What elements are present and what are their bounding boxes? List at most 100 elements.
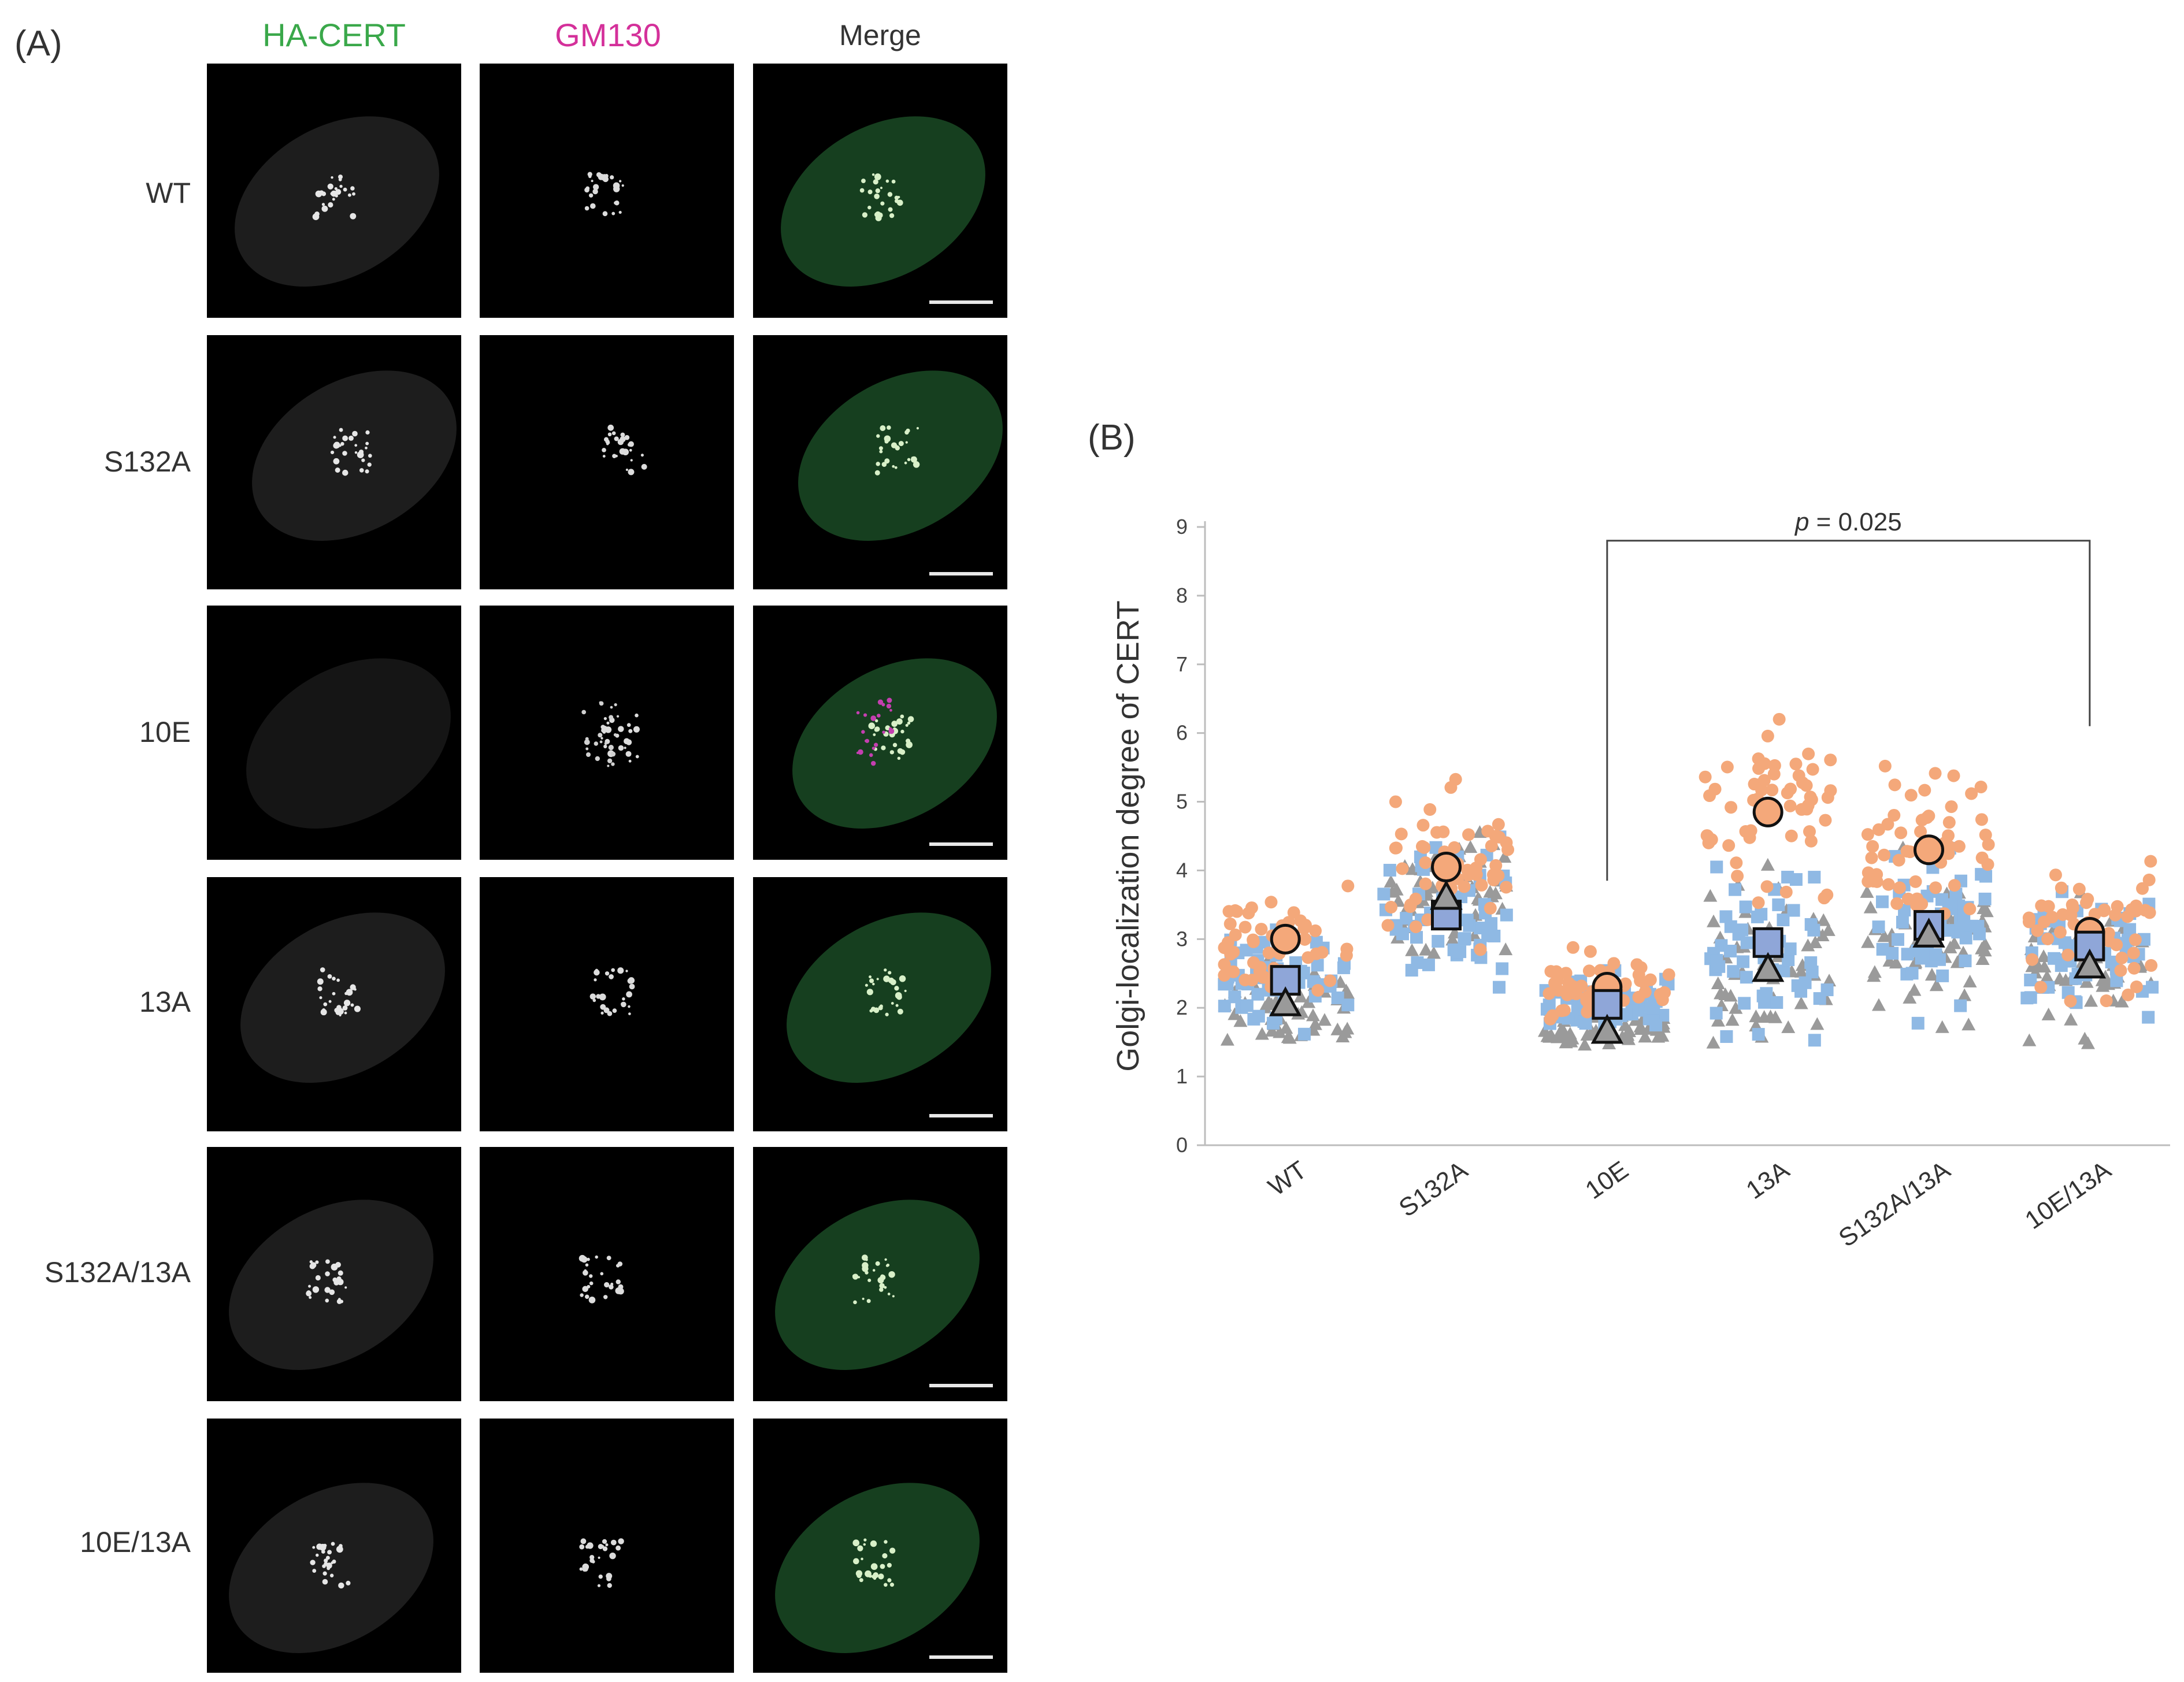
panel-b-label: (B) bbox=[1088, 418, 1136, 458]
data-point-blue bbox=[1579, 1017, 1592, 1030]
data-point-gray bbox=[1384, 874, 1398, 888]
data-point-orange bbox=[1952, 840, 1966, 853]
data-point-orange bbox=[1417, 819, 1430, 832]
data-point-orange bbox=[1796, 776, 1809, 789]
data-point-orange bbox=[1893, 881, 1906, 894]
data-point-blue bbox=[1458, 932, 1471, 945]
data-point-orange bbox=[2100, 994, 2113, 1008]
data-point-blue bbox=[1804, 956, 1818, 970]
data-point-orange bbox=[1559, 967, 1573, 980]
data-point-gray bbox=[1961, 1018, 1976, 1031]
data-point-orange bbox=[1389, 795, 1402, 808]
data-point-blue bbox=[1777, 964, 1790, 978]
data-point-gray bbox=[2081, 1036, 2095, 1049]
data-point-blue bbox=[1656, 1008, 1670, 1022]
data-point-orange bbox=[1449, 773, 1462, 786]
micrograph-wt-ha-cert bbox=[207, 64, 461, 318]
data-point-blue bbox=[1310, 935, 1323, 949]
data-point-orange bbox=[1489, 830, 1502, 843]
data-point-blue bbox=[1737, 955, 1750, 968]
data-point-orange bbox=[1888, 778, 1901, 792]
scale-bar bbox=[929, 572, 993, 575]
scatter-chart: 0 1 2 3 4 5 6 7 8 9 Golgi-localization degree of C… bbox=[1111, 508, 2170, 1253]
data-point-orange bbox=[1894, 826, 1908, 840]
x-category-label: 13A bbox=[1741, 1156, 1795, 1205]
data-point-blue bbox=[1959, 954, 1972, 967]
mean-circle-marker bbox=[1752, 796, 1783, 827]
data-point-orange bbox=[1942, 840, 1956, 853]
data-point-blue bbox=[1492, 981, 1506, 994]
data-point-orange bbox=[1752, 896, 1765, 909]
data-point-orange bbox=[1803, 825, 1816, 838]
data-point-orange bbox=[2022, 911, 2035, 924]
data-point-orange bbox=[2136, 882, 2149, 895]
data-point-orange bbox=[1567, 984, 1580, 997]
data-point-orange bbox=[1720, 760, 1734, 774]
data-point-orange bbox=[1474, 943, 1487, 956]
data-point-orange bbox=[1551, 974, 1564, 987]
data-point-orange bbox=[1500, 881, 1513, 894]
data-point-orange bbox=[2034, 981, 2048, 994]
data-point-orange bbox=[1218, 958, 1231, 971]
data-point-orange bbox=[1979, 828, 1992, 841]
data-point-blue bbox=[1500, 908, 1513, 922]
data-point-gray bbox=[1781, 1020, 1796, 1033]
data-point-gray bbox=[1821, 923, 1836, 936]
data-point-orange bbox=[1942, 829, 1955, 842]
data-point-orange bbox=[1384, 900, 1397, 914]
data-point-blue bbox=[1787, 904, 1800, 917]
data-point-blue bbox=[1710, 860, 1723, 874]
data-point-orange bbox=[1725, 801, 1738, 814]
data-point-orange bbox=[2127, 946, 2140, 960]
data-point-orange bbox=[1781, 786, 1794, 800]
data-point-blue bbox=[1738, 997, 1751, 1010]
row-label-s132a: S132A bbox=[103, 445, 191, 478]
data-point-orange bbox=[1492, 818, 1505, 831]
data-point-blue bbox=[1752, 1028, 1765, 1041]
data-point-gray bbox=[2059, 973, 2073, 986]
data-point-orange bbox=[1914, 825, 1927, 838]
data-point-orange bbox=[1323, 974, 1337, 987]
data-point-orange bbox=[1239, 920, 1252, 934]
data-point-gray bbox=[2041, 1007, 2056, 1020]
data-point-orange bbox=[2031, 924, 2044, 937]
data-point-orange bbox=[1229, 904, 1242, 917]
data-point-blue bbox=[1724, 920, 1737, 933]
data-point-orange bbox=[1634, 974, 1647, 987]
data-point-orange bbox=[1423, 803, 1437, 816]
data-point-blue bbox=[1496, 962, 1509, 975]
data-point-orange bbox=[1485, 840, 1498, 853]
data-point-gray bbox=[1935, 1020, 1949, 1033]
data-point-orange bbox=[1662, 968, 1675, 981]
data-point-blue bbox=[1886, 946, 1899, 960]
data-point-orange bbox=[2114, 964, 2127, 977]
data-point-gray bbox=[1861, 935, 1875, 948]
data-point-orange bbox=[2109, 908, 2122, 922]
data-point-blue bbox=[1432, 935, 1445, 948]
y-tick-label: 1 bbox=[1176, 1064, 1188, 1088]
data-point-gray bbox=[1330, 1022, 1345, 1035]
data-point-gray bbox=[1714, 986, 1728, 1000]
data-point-gray bbox=[2084, 994, 2098, 1007]
data-point-blue bbox=[1252, 1009, 1265, 1023]
data-point-gray bbox=[1860, 885, 1874, 898]
data-point-orange bbox=[2049, 868, 2062, 882]
data-point-orange bbox=[1247, 933, 1260, 946]
data-point-orange bbox=[1381, 919, 1395, 932]
column-header-merge: Merge bbox=[839, 19, 921, 51]
data-point-blue bbox=[1804, 918, 1818, 931]
data-point-blue bbox=[2024, 974, 2037, 987]
data-point-blue bbox=[1736, 923, 1749, 937]
y-tick-label: 9 bbox=[1176, 515, 1188, 539]
data-point-orange bbox=[1929, 767, 1942, 780]
p-value-annotation: p = 0.025 bbox=[1794, 508, 1902, 536]
data-point-orange bbox=[1892, 853, 1905, 867]
data-point-orange bbox=[2127, 961, 2141, 975]
data-point-orange bbox=[2110, 938, 2123, 952]
x-category-label: WT bbox=[1263, 1156, 1312, 1201]
data-point-orange bbox=[1922, 810, 1935, 823]
row-label-13a: 13A bbox=[139, 986, 191, 1018]
data-point-orange bbox=[1699, 770, 1712, 784]
data-point-blue bbox=[1872, 920, 1885, 934]
data-point-gray bbox=[1306, 1008, 1320, 1022]
